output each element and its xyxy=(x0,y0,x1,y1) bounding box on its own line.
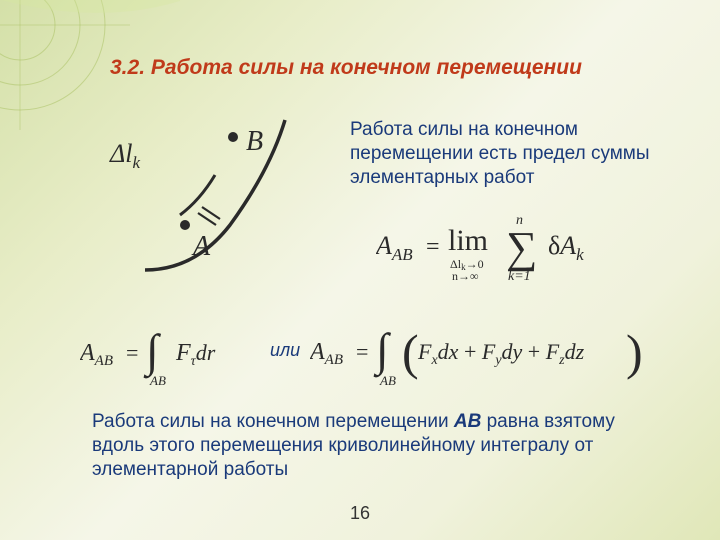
svg-text:(: ( xyxy=(402,324,419,380)
svg-text:A: A xyxy=(191,231,211,262)
curve-diagram: Δlk A B xyxy=(90,100,330,290)
desc2-pre: Работа силы на конечном перемещении xyxy=(92,411,454,432)
svg-text:AAB: AAB xyxy=(376,231,413,264)
description-line-integral: Работа силы на конечном перемещении AB р… xyxy=(92,410,652,481)
formula-integral-components: AAB = ∫ AB ( Fxdx + Fydy + Fzdz ) xyxy=(310,315,650,393)
svg-text:=: = xyxy=(356,339,368,364)
svg-text:AAB: AAB xyxy=(80,340,113,369)
formula-limit-sum: AAB = lim Δlk→0 n→∞ ∑ n k=1 δAk xyxy=(376,210,666,290)
svg-text:n: n xyxy=(516,213,523,228)
svg-text:=: = xyxy=(126,340,138,365)
page-number: 16 xyxy=(350,503,370,524)
svg-text:∑: ∑ xyxy=(506,223,537,272)
svg-text:∫: ∫ xyxy=(373,324,391,378)
svg-text:AAB: AAB xyxy=(310,339,343,368)
svg-text:δAk: δAk xyxy=(548,231,584,264)
svg-text:lim: lim xyxy=(448,224,488,257)
svg-text:Δlk: Δlk xyxy=(109,139,141,172)
formula-integral-ftau: AAB = ∫ AB Fτdr xyxy=(80,320,270,390)
description-limit-def: Работа силы на конечном перемещении есть… xyxy=(350,118,680,189)
svg-text:n→∞: n→∞ xyxy=(452,269,479,283)
svg-text:): ) xyxy=(626,324,643,380)
svg-text:k=1: k=1 xyxy=(508,269,531,284)
desc2-ab: AB xyxy=(454,411,481,432)
svg-text:AB: AB xyxy=(379,373,396,388)
svg-text:B: B xyxy=(246,126,263,157)
svg-text:Fτdr: Fτdr xyxy=(175,340,216,369)
or-separator: или xyxy=(270,340,300,361)
svg-text:=: = xyxy=(426,234,440,260)
svg-text:AB: AB xyxy=(149,373,166,388)
svg-text:∫: ∫ xyxy=(143,325,161,379)
section-title: 3.2. Работа силы на конечном перемещении xyxy=(110,56,582,80)
svg-text:Fxdx + Fydy +: Fxdx + Fydy + Fzdz xyxy=(417,339,585,368)
